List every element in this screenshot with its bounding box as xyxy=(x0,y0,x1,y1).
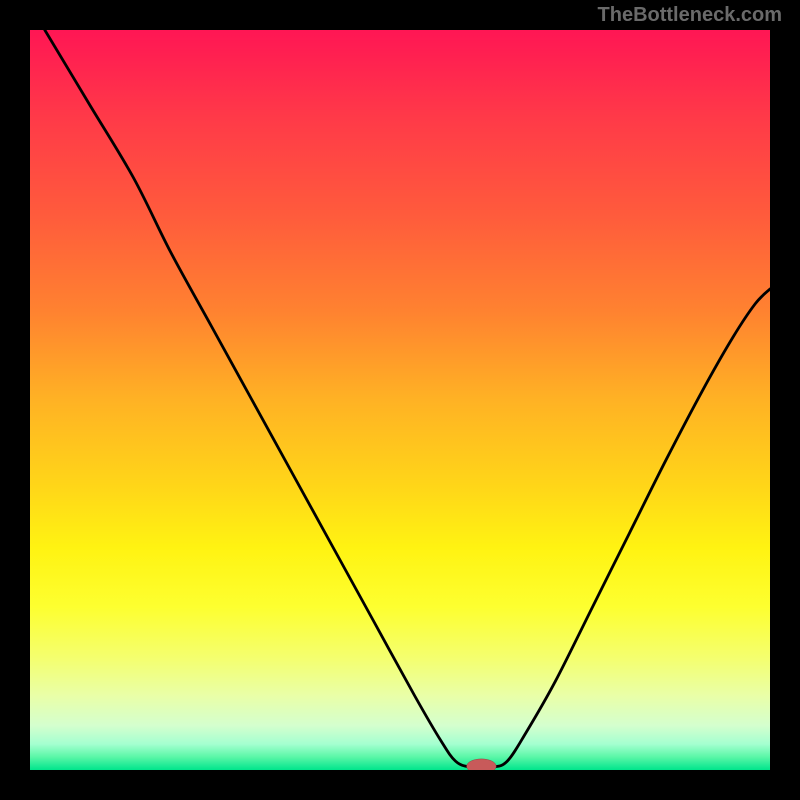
watermark-text: TheBottleneck.com xyxy=(598,4,782,27)
chart-background xyxy=(30,30,770,770)
chart-svg xyxy=(30,30,770,770)
bottleneck-chart xyxy=(30,30,770,770)
